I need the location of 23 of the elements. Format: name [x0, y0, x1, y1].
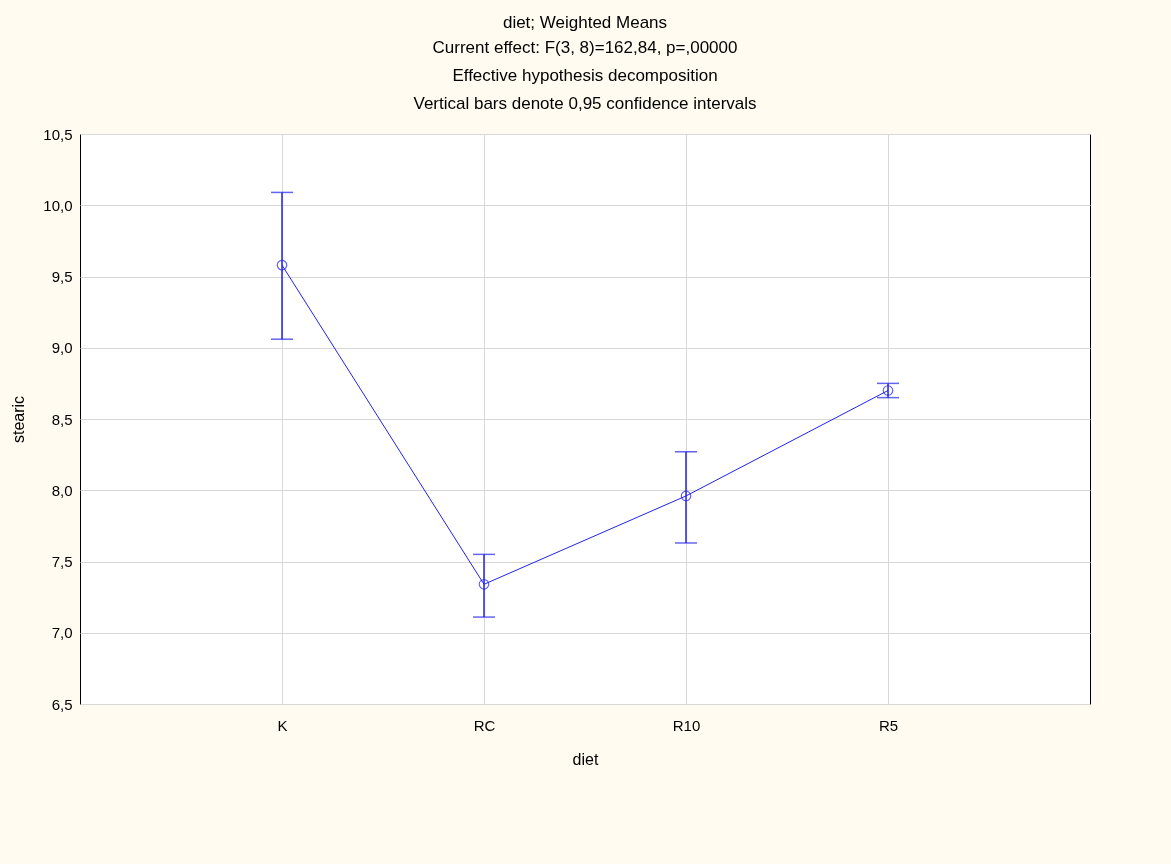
- text: Effective hypothesis decomposition: [452, 66, 718, 85]
- chart-title: diet; Weighted Means: [502, 13, 668, 32]
- y-tick-label: 10,0: [43, 196, 73, 214]
- y-tick-label: 7,0: [51, 624, 73, 642]
- x-axis-title: diet: [572, 750, 599, 768]
- y-tick-label: 8,5: [51, 410, 73, 428]
- y-tick-label: 8,0: [51, 481, 73, 499]
- y-tick-label: 9,0: [51, 339, 73, 357]
- chart-subtitle: Current effect: F(3, 8)=162,84, p=,00000: [432, 38, 738, 57]
- y-tick-label: 6,5: [51, 695, 73, 713]
- point: [680, 490, 692, 502]
- x-tick-label: R10: [672, 716, 701, 734]
- y-axis-title: stearic: [10, 395, 28, 444]
- x-tick-label: K: [277, 716, 288, 734]
- y-tick-label: 7,5: [51, 553, 73, 570]
- point: [478, 578, 490, 590]
- y-tick-label: 10,5: [43, 125, 73, 143]
- text: Vertical bars denote 0,95 confidence intervals: [413, 94, 757, 113]
- x-tick-label: RC: [473, 716, 496, 734]
- x-tick-label: R5: [878, 716, 899, 734]
- point: [882, 385, 894, 396]
- y-tick-label: 9,5: [51, 268, 73, 285]
- point: [276, 259, 288, 271]
